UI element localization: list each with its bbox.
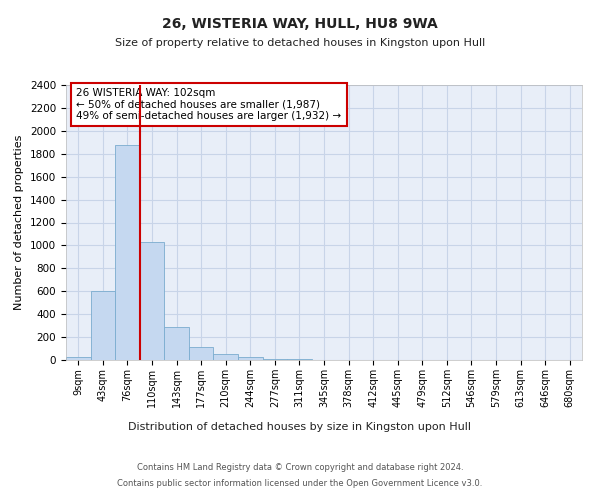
Bar bbox=[91, 291, 115, 360]
Bar bbox=[189, 347, 214, 360]
Text: 26, WISTERIA WAY, HULL, HU8 9WA: 26, WISTERIA WAY, HULL, HU8 9WA bbox=[162, 18, 438, 32]
Text: Size of property relative to detached houses in Kingston upon Hull: Size of property relative to detached ho… bbox=[115, 38, 485, 48]
Bar bbox=[263, 359, 287, 360]
Text: Distribution of detached houses by size in Kingston upon Hull: Distribution of detached houses by size … bbox=[128, 422, 472, 432]
Bar bbox=[66, 356, 91, 360]
Bar bbox=[140, 242, 164, 360]
Bar bbox=[164, 327, 189, 360]
Text: 26 WISTERIA WAY: 102sqm
← 50% of detached houses are smaller (1,987)
49% of semi: 26 WISTERIA WAY: 102sqm ← 50% of detache… bbox=[76, 88, 341, 121]
Text: Contains HM Land Registry data © Crown copyright and database right 2024.: Contains HM Land Registry data © Crown c… bbox=[137, 464, 463, 472]
Bar bbox=[115, 144, 140, 360]
Bar bbox=[214, 354, 238, 360]
Text: Contains public sector information licensed under the Open Government Licence v3: Contains public sector information licen… bbox=[118, 478, 482, 488]
Bar bbox=[238, 356, 263, 360]
Y-axis label: Number of detached properties: Number of detached properties bbox=[14, 135, 25, 310]
